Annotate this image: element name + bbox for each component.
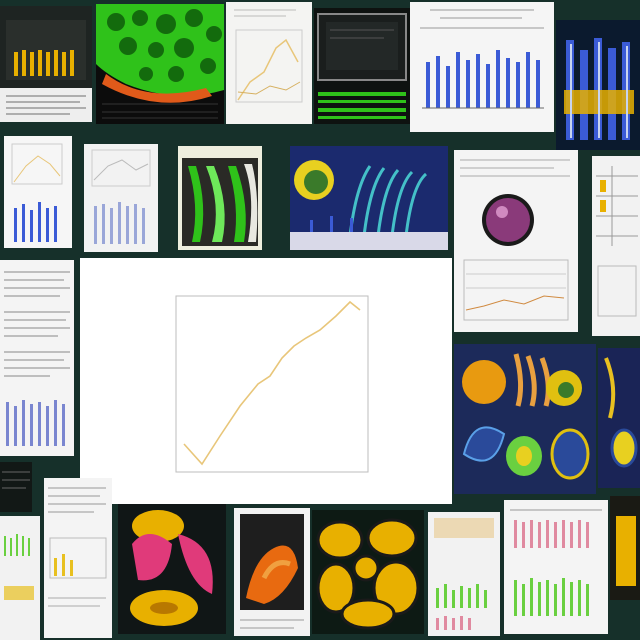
thumb-blue-yellow-bars: [556, 20, 640, 150]
thumb-yellow-cells: [312, 510, 424, 634]
thumb-bottom-bars-b: [504, 500, 608, 634]
thumb-yellow-bar-chart: [0, 6, 92, 122]
thumb-sparse-line-chart: [226, 2, 312, 124]
thumb-green-leaf-texture: [96, 4, 224, 124]
thumb-right-ornate-strip: [598, 348, 640, 488]
thumb-bottom-doc-a: [44, 478, 112, 638]
thumb-green-leaves: [178, 146, 262, 250]
thumb-left-blue-chart: [4, 136, 72, 248]
thumb-bottom-left-dark: [0, 462, 32, 512]
thumb-ornate-navy: [454, 344, 596, 494]
series-line: [183, 300, 361, 466]
thumb-blue-ornament: [290, 146, 448, 250]
thumb-purple-circle-doc: [454, 150, 578, 332]
line-chart-canvas: [175, 295, 369, 473]
thumb-bottom-right-yellow: [610, 496, 640, 600]
thumb-bottom-left-charts: [0, 516, 40, 640]
main-line-chart: [80, 258, 452, 504]
thumb-dark-monitor: [314, 8, 410, 124]
thumb-orange-figure: [234, 508, 310, 636]
thumb-bottom-bars-a: [428, 512, 500, 636]
thumb-right-table: [592, 156, 640, 336]
thumb-left-text-doc: [0, 260, 74, 456]
thumb-pink-yellow-art: [118, 504, 226, 634]
thumb-blue-bar-chart: [410, 2, 554, 132]
thumb-paper-bars: [84, 144, 158, 252]
